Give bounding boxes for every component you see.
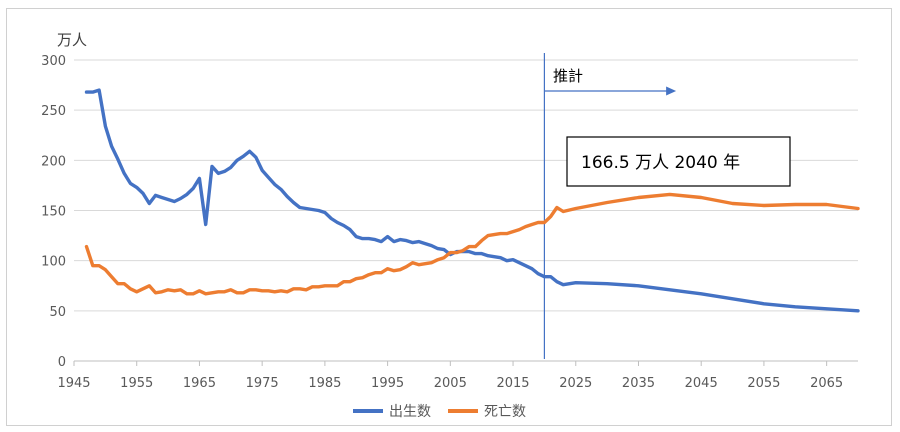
legend-label-births: 出生数 (389, 404, 431, 420)
y-unit-label: 万人 (57, 31, 87, 49)
y-tick-label: 250 (41, 104, 66, 119)
birth-death-line-chart: 0 50 100 150 200 250 300 1945 1955 1965 1975 1985 19… (41, 31, 860, 420)
callout-box (566, 136, 791, 187)
x-tick-label: 1975 (246, 376, 279, 391)
x-tick-label: 1985 (308, 376, 341, 391)
y-tick-label: 300 (41, 54, 66, 69)
legend-label-deaths: 死亡数 (484, 404, 526, 420)
callout-text: 166.5 万人 2040 年 (581, 153, 740, 173)
x-tick-label: 1995 (371, 376, 404, 391)
x-tick-label: 1955 (120, 376, 153, 391)
x-tick-label: 2035 (622, 376, 655, 391)
x-tick-label: 2045 (685, 376, 718, 391)
chart-frame: 0 50 100 150 200 250 300 1945 1955 1965 1975 1985 19… (6, 8, 892, 426)
x-tick-label: 2065 (810, 376, 843, 391)
y-tick-label: 0 (58, 355, 66, 370)
births-series-line (84, 88, 860, 313)
y-tick-label: 150 (41, 205, 66, 220)
x-tick-label: 2055 (747, 376, 780, 391)
y-tick-label: 100 (41, 255, 66, 270)
projection-arrow-head (666, 86, 677, 96)
x-tick-label: 1965 (183, 376, 216, 391)
deaths-series-line (84, 192, 860, 296)
x-tick-label: 1945 (57, 376, 90, 391)
x-tick-label: 2005 (434, 376, 467, 391)
x-tick-label: 2025 (559, 376, 592, 391)
legend: 出生数 死亡数 (353, 404, 526, 420)
projection-label: 推計 (553, 67, 583, 85)
x-tick-label: 2015 (496, 376, 529, 391)
y-tick-label: 50 (49, 305, 66, 320)
y-tick-label: 200 (41, 154, 66, 169)
